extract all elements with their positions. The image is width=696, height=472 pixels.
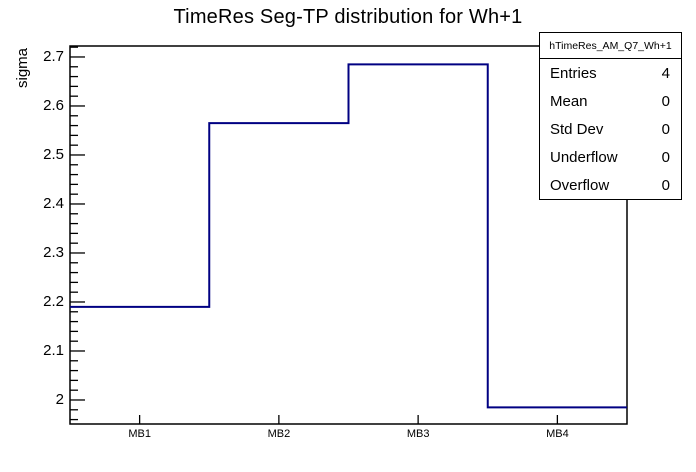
y-tick-label: 2.2 xyxy=(43,293,64,311)
y-tick-label: 2.3 xyxy=(43,244,64,262)
stats-row-value: 0 xyxy=(661,92,670,110)
stats-row-value: 0 xyxy=(661,148,670,166)
stats-row-label: Overflow xyxy=(550,176,610,194)
y-tick-label: 2 xyxy=(55,391,64,409)
y-tick-label: 2.5 xyxy=(43,146,64,164)
x-tick-label: MB2 xyxy=(267,428,291,440)
y-tick-label: 2.7 xyxy=(43,48,64,66)
stats-box-rows: Entries 4 Mean 0 Std Dev 0 Underflow 0 Overflow 0 xyxy=(540,59,681,199)
stats-row-label: Entries xyxy=(550,64,597,82)
stats-row: Overflow 0 xyxy=(540,171,681,199)
stats-row: Entries 4 xyxy=(540,59,681,87)
y-tick-label: 2.1 xyxy=(43,342,64,360)
stats-row-label: Underflow xyxy=(550,148,618,166)
plot-title: TimeRes Seg-TP distribution for Wh+1 xyxy=(173,6,523,28)
stats-box-title: hTimeRes_AM_Q7_Wh+1 xyxy=(540,33,681,59)
stats-row-value: 0 xyxy=(661,120,670,138)
stats-row-value: 4 xyxy=(661,64,670,82)
histogram-step-line xyxy=(70,63,627,409)
x-tick-label: MB3 xyxy=(406,428,430,440)
stats-box: hTimeRes_AM_Q7_Wh+1 Entries 4 Mean 0 Std Dev… xyxy=(539,32,682,200)
stats-row: Std Dev 0 xyxy=(540,115,681,143)
stats-row: Underflow 0 xyxy=(540,143,681,171)
stats-row-value: 0 xyxy=(661,176,670,194)
x-tick-label: MB4 xyxy=(546,428,569,440)
y-tick-label: 2.4 xyxy=(43,195,64,213)
stats-row-label: Mean xyxy=(550,92,588,110)
stats-row: Mean 0 xyxy=(540,87,681,115)
y-tick-label: 2.6 xyxy=(43,97,64,115)
x-tick-label: MB1 xyxy=(128,428,151,440)
stats-row-label: Std Dev xyxy=(550,120,604,138)
plot-frame xyxy=(69,45,628,425)
